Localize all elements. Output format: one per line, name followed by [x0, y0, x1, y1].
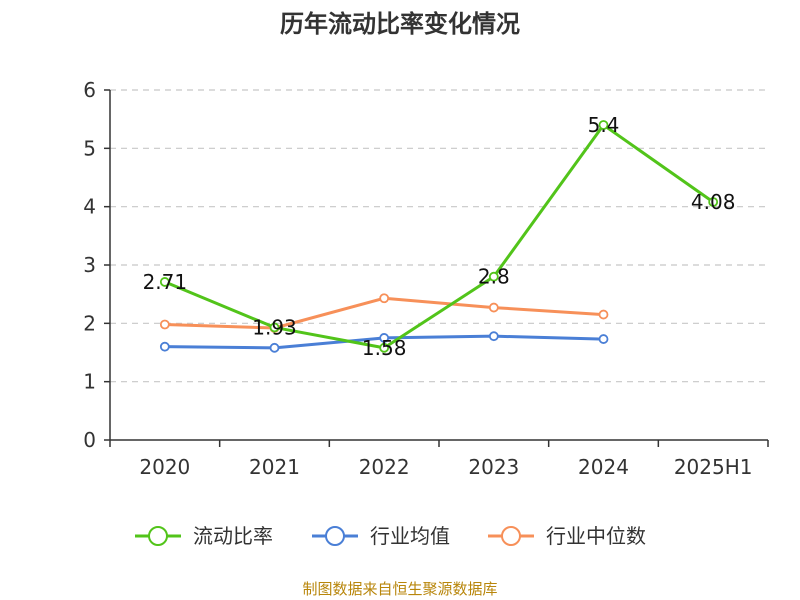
- x-tick-label-2021: 2021: [249, 455, 300, 479]
- source-note: 制图数据来自恒生聚源数据库: [302, 580, 497, 598]
- x-tick-label-2025H1: 2025H1: [674, 455, 753, 479]
- series-1-point-2022: [379, 333, 390, 343]
- legend-marker-2: [501, 526, 521, 546]
- data-label-2021: 1.93: [252, 315, 297, 339]
- data-label-2024: 5.4: [588, 113, 620, 137]
- legend-marker-1: [325, 526, 345, 546]
- x-tick-label-2022: 2022: [359, 455, 410, 479]
- y-tick-label-5: 5: [83, 136, 96, 160]
- series-0-point-2024: [598, 120, 609, 130]
- data-labels: 2.71 1.93 1.58 2.8 5.4 4.08: [143, 113, 736, 360]
- series-1-point-2020: [159, 341, 170, 352]
- series-1-point-2023: [488, 331, 499, 342]
- series-line-0: [164, 123, 715, 350]
- series-0-point-2021: [269, 322, 280, 333]
- series-0-point-2020: [159, 277, 170, 287]
- series-1-point-2021: [269, 342, 280, 353]
- y-tick-label-4: 4: [83, 195, 96, 219]
- legend-label-0: 流动比率: [193, 524, 273, 548]
- data-label-2023: 2.8: [478, 265, 510, 289]
- data-label-2025H1: 4.08: [691, 190, 736, 214]
- y-tick-label-2: 2: [83, 311, 96, 335]
- legend-marker-0: [148, 526, 168, 546]
- series-layer: [159, 120, 719, 353]
- x-tick-label-2024: 2024: [578, 455, 629, 479]
- data-label-2022: 1.58: [362, 336, 407, 360]
- series-2-point-2022: [379, 293, 390, 304]
- series-2-point-2024: [598, 309, 609, 320]
- x-tick-label-2020: 2020: [139, 455, 190, 479]
- y-tick-label-6: 6: [83, 78, 96, 102]
- x-tick-label-2023: 2023: [468, 455, 519, 479]
- legend-label-2: 行业中位数: [546, 524, 646, 548]
- series-2-point-2020: [159, 319, 170, 330]
- legend: 流动比率 行业均值 行业中位数: [135, 524, 646, 548]
- series-2-point-2023: [488, 302, 499, 313]
- series-0-point-2022: [379, 342, 390, 353]
- series-0-point-2025H1: [708, 197, 719, 207]
- chart-title: 历年流动比率变化情况: [280, 10, 520, 38]
- axes: 0 1 2 3 4 5 6 2020 2021 2022 2023 2024 2025H1: [83, 78, 769, 479]
- y-tick-label-0: 0: [83, 428, 96, 452]
- y-tick-label-1: 1: [83, 370, 96, 394]
- y-tick-label-3: 3: [83, 253, 96, 277]
- series-0-point-2023: [488, 271, 499, 282]
- data-label-2020: 2.71: [143, 270, 188, 294]
- series-1-point-2024: [598, 334, 609, 344]
- legend-label-1: 行业均值: [370, 524, 450, 548]
